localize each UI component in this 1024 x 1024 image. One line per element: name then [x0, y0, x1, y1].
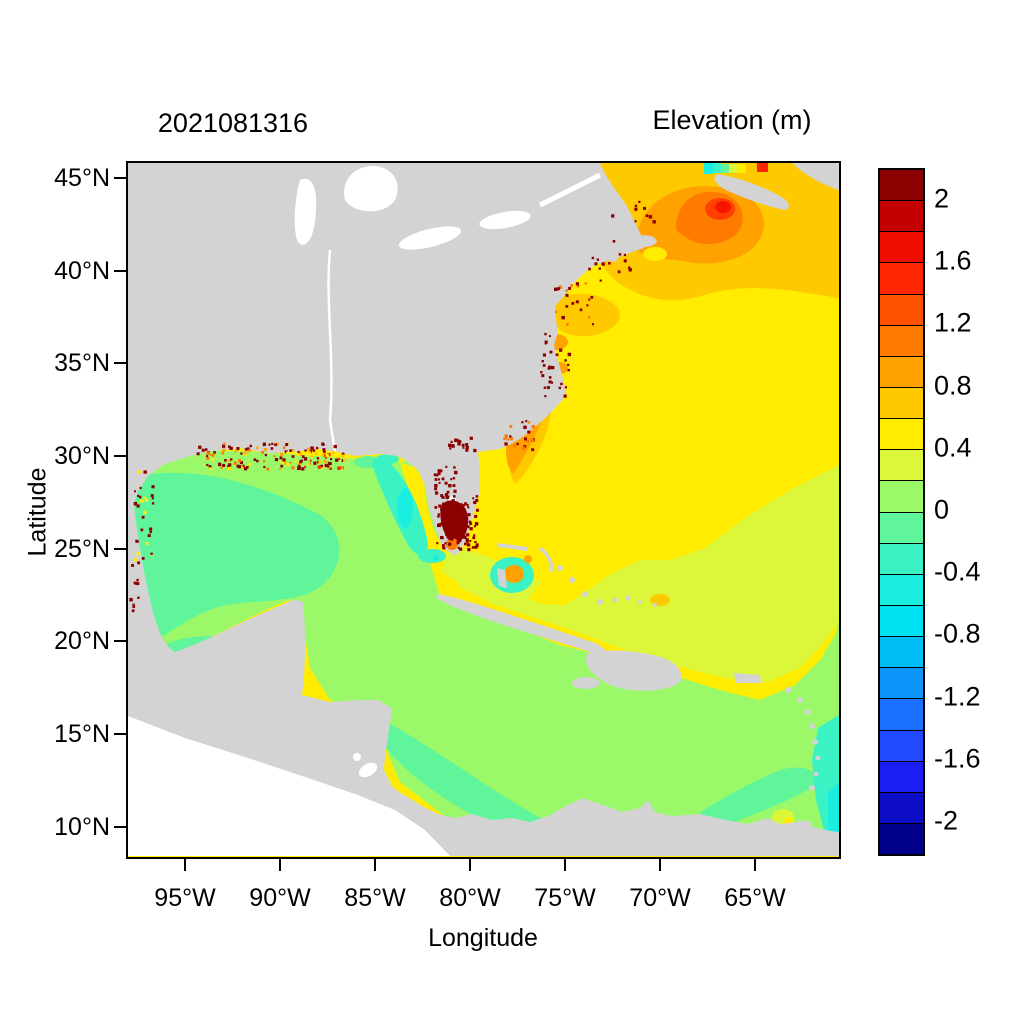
colorbar-tick-label: 2	[934, 183, 950, 214]
colorbar-cell	[880, 698, 923, 730]
colorbar-tick-label: -1.2	[934, 681, 981, 712]
colorbar-cell	[880, 324, 923, 356]
x-tick-label: 80°W	[439, 884, 501, 912]
y-tick-mark	[114, 826, 127, 828]
colorbar-cell	[880, 542, 923, 574]
colorbar	[878, 168, 925, 856]
x-tick-mark	[754, 858, 756, 871]
colorbar-cell	[880, 791, 923, 823]
run-timestamp-title: 2021081316	[157, 108, 309, 138]
islands-layer	[436, 163, 839, 842]
x-tick-label: 75°W	[534, 884, 596, 912]
wet-cell-speckle-layer	[129, 200, 656, 613]
colorbar-tick-label: 0.4	[934, 432, 972, 463]
colorbar-cell	[880, 636, 923, 668]
colorbar-cell	[880, 667, 923, 699]
x-tick-mark	[469, 858, 471, 871]
colorbar-cell	[880, 418, 923, 450]
land-layer	[128, 163, 839, 856]
colorbar-cell	[880, 262, 923, 294]
y-tick-mark	[114, 548, 127, 550]
colorbar-cell	[880, 760, 923, 792]
y-tick-mark	[114, 733, 127, 735]
x-tick-mark	[564, 858, 566, 871]
colorbar-cell	[880, 170, 923, 201]
colorbar-cell	[880, 355, 923, 387]
colorbar-cell	[880, 386, 923, 419]
colorbar-tick-label: 1.6	[934, 245, 972, 276]
x-tick-label: 70°W	[629, 884, 691, 912]
colorbar-cell	[880, 449, 923, 481]
x-tick-label: 85°W	[344, 884, 406, 912]
colorbar-cell	[880, 480, 923, 512]
colorbar-cell	[880, 729, 923, 761]
colorbar-tick-label: 0.8	[934, 370, 972, 401]
y-tick-mark	[114, 177, 127, 179]
y-tick-label: 45°N	[54, 164, 110, 192]
y-tick-label: 25°N	[54, 535, 110, 563]
x-tick-mark	[279, 858, 281, 871]
colorbar-cell	[880, 200, 923, 232]
colorbar-tick-label: -2	[934, 805, 959, 836]
colorbar-cell	[880, 293, 923, 325]
y-tick-label: 35°N	[54, 349, 110, 377]
colorbar-cell	[880, 822, 923, 855]
x-tick-label: 65°W	[724, 884, 786, 912]
y-tick-mark	[114, 455, 127, 457]
colorbar-tick-label: 0	[934, 494, 950, 525]
x-tick-mark	[184, 858, 186, 871]
y-tick-label: 15°N	[54, 720, 110, 748]
colorbar-tick-label: -0.8	[934, 618, 981, 649]
y-tick-label: 20°N	[54, 627, 110, 655]
x-tick-mark	[374, 858, 376, 871]
colorbar-cell	[880, 231, 923, 263]
y-tick-label: 10°N	[54, 813, 110, 841]
y-tick-label: 30°N	[54, 442, 110, 470]
colorbar-title: Elevation (m)	[652, 105, 812, 135]
colorbar-cell	[880, 573, 923, 605]
elevation-map	[128, 163, 839, 857]
x-tick-label: 95°W	[154, 884, 216, 912]
colorbar-cell	[880, 604, 923, 637]
x-tick-mark	[659, 858, 661, 871]
colorbar-tick-label: 1.2	[934, 307, 972, 338]
x-axis-title: Longitude	[428, 924, 538, 952]
x-tick-label: 90°W	[249, 884, 311, 912]
y-axis-title: Latitude	[23, 467, 52, 557]
colorbar-tick-label: -1.6	[934, 743, 981, 774]
lakes-and-rivers	[128, 165, 602, 856]
y-tick-mark	[114, 362, 127, 364]
y-tick-mark	[114, 640, 127, 642]
y-tick-mark	[114, 270, 127, 272]
colorbar-tick-label: -0.4	[934, 556, 981, 587]
y-tick-label: 40°N	[54, 257, 110, 285]
colorbar-cell	[880, 511, 923, 543]
